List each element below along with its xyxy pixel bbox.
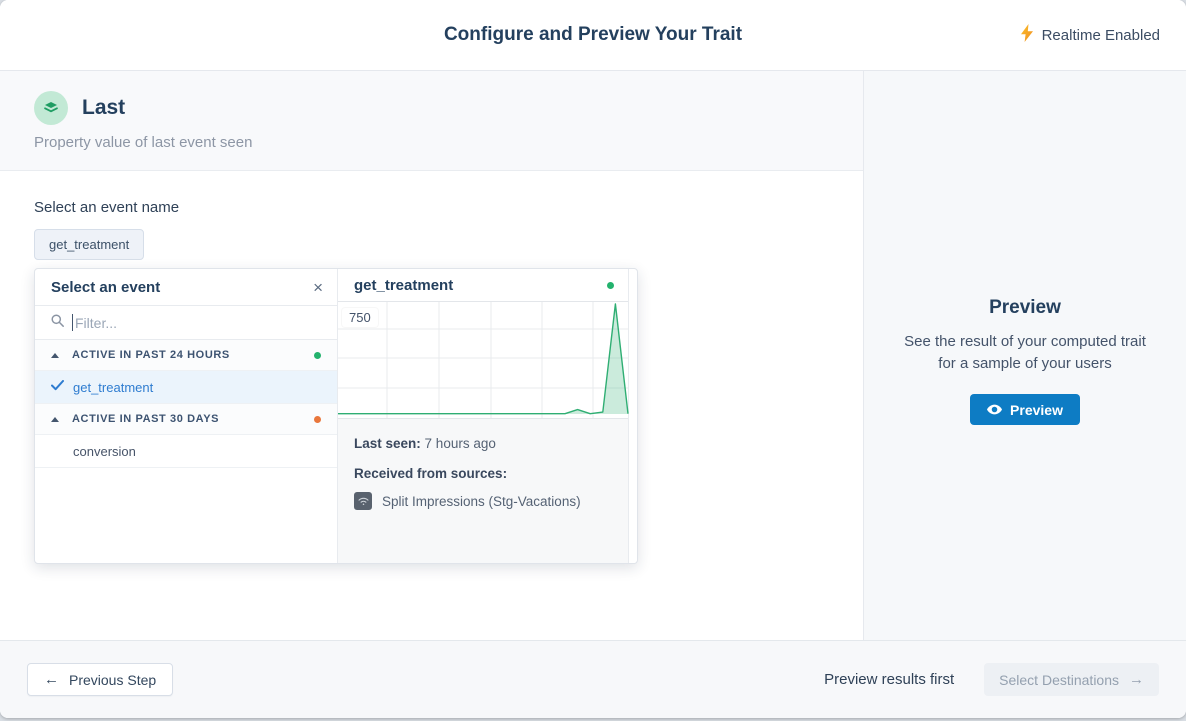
preview-sidebar: Preview See the result of your computed … bbox=[864, 71, 1186, 640]
event-group-30d[interactable]: ACTIVE IN PAST 30 DAYS bbox=[35, 404, 337, 435]
last-seen-line: Last seen: 7 hours ago bbox=[354, 436, 612, 451]
layers-icon bbox=[34, 91, 68, 125]
trait-name: Last bbox=[82, 96, 126, 119]
event-detail-info: Last seen: 7 hours ago Received from sou… bbox=[338, 418, 628, 563]
trait-description: Property value of last event seen bbox=[34, 134, 253, 151]
wizard-footer: ← Previous Step Preview results first Se… bbox=[0, 640, 1186, 718]
scroll-gutter bbox=[629, 269, 637, 563]
collapse-triangle-icon bbox=[51, 416, 59, 422]
source-row: Split Impressions (Stg-Vacations) bbox=[354, 492, 612, 510]
event-item-label: get_treatment bbox=[73, 379, 154, 395]
filter-input[interactable] bbox=[72, 314, 321, 331]
last-seen-label: Last seen: bbox=[354, 436, 421, 451]
eye-icon bbox=[987, 402, 1003, 418]
event-group-label: ACTIVE IN PAST 30 DAYS bbox=[72, 413, 220, 425]
event-group-24h[interactable]: ACTIVE IN PAST 24 HOURS bbox=[35, 340, 337, 371]
realtime-badge: Realtime Enabled bbox=[1020, 0, 1160, 70]
status-green-dot bbox=[607, 281, 614, 289]
wifi-source-icon bbox=[354, 492, 372, 510]
main-area: Last Property value of last event seen S… bbox=[0, 71, 1186, 640]
event-name-label: Select an event name bbox=[34, 199, 180, 216]
event-detail-header: get_treatment bbox=[338, 269, 628, 302]
active-green-dot bbox=[314, 351, 321, 359]
y-axis-tick-label: 750 bbox=[342, 308, 378, 327]
event-group-label: ACTIVE IN PAST 24 HOURS bbox=[72, 349, 230, 361]
event-item-conversion[interactable]: conversion bbox=[35, 435, 337, 468]
event-list-header: Select an event × bbox=[35, 269, 337, 306]
event-item-label: conversion bbox=[73, 443, 136, 459]
selected-event-chip[interactable]: get_treatment bbox=[34, 229, 145, 260]
active-orange-dot bbox=[314, 415, 321, 423]
select-destinations-button[interactable]: Select Destinations → bbox=[984, 663, 1159, 696]
preview-button[interactable]: Preview bbox=[970, 394, 1080, 425]
event-select-popover: Select an event × bbox=[34, 268, 638, 564]
previous-step-label: Previous Step bbox=[69, 671, 157, 688]
previous-step-button[interactable]: ← Previous Step bbox=[27, 663, 174, 696]
trait-config-body: Select an event name get_treatment Selec… bbox=[0, 171, 863, 564]
source-name: Split Impressions (Stg-Vacations) bbox=[382, 493, 581, 509]
preview-description: See the result of your computed trait fo… bbox=[904, 333, 1146, 372]
page-header: Configure and Preview Your Trait Realtim… bbox=[0, 0, 1186, 71]
event-volume-chart: 750 bbox=[338, 302, 629, 418]
trait-header: Last Property value of last event seen bbox=[0, 71, 863, 171]
last-seen-value: 7 hours ago bbox=[424, 436, 496, 451]
event-item-get-treatment[interactable]: get_treatment bbox=[35, 371, 337, 404]
trait-config-panel: Last Property value of last event seen S… bbox=[0, 71, 864, 640]
event-detail-panel: get_treatment bbox=[338, 269, 637, 563]
sources-heading: Received from sources: bbox=[354, 466, 508, 481]
event-list-panel: Select an event × bbox=[35, 269, 338, 563]
close-icon[interactable]: × bbox=[313, 277, 323, 297]
chart-grid bbox=[338, 302, 629, 418]
preview-first-hint: Preview results first bbox=[824, 671, 955, 688]
filter-row bbox=[35, 306, 337, 340]
preview-title: Preview bbox=[989, 297, 1061, 318]
preview-button-label: Preview bbox=[1010, 401, 1063, 418]
search-icon bbox=[51, 313, 64, 332]
event-detail-title: get_treatment bbox=[354, 276, 454, 294]
arrow-right-icon: → bbox=[1129, 671, 1144, 688]
lightning-bolt-icon bbox=[1020, 23, 1034, 47]
event-list-title: Select an event bbox=[51, 278, 161, 296]
select-destinations-label: Select Destinations bbox=[999, 671, 1119, 688]
realtime-label: Realtime Enabled bbox=[1041, 26, 1160, 44]
check-icon bbox=[51, 378, 64, 396]
arrow-left-icon: ← bbox=[44, 671, 59, 688]
collapse-triangle-icon bbox=[51, 352, 59, 358]
page-title: Configure and Preview Your Trait bbox=[443, 24, 743, 45]
